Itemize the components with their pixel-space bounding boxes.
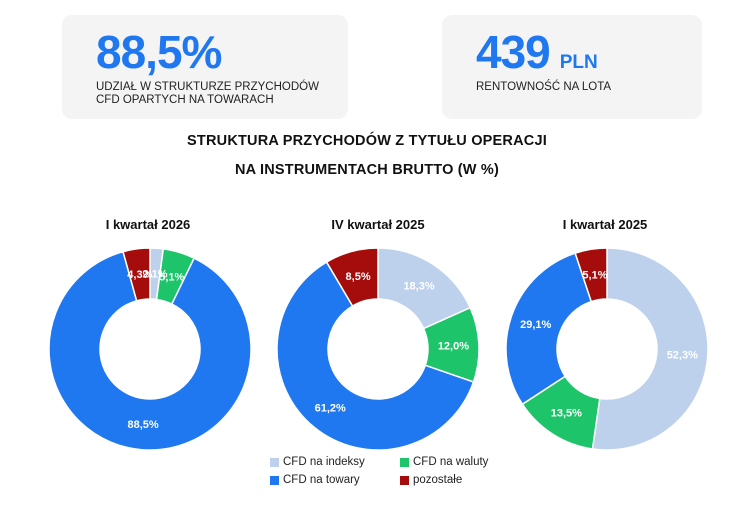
donut-label-other: 4,3%	[127, 269, 152, 281]
legend-item-commodities: CFD na towary	[270, 474, 360, 486]
kpi-profit-value-wrap: 439 PLN	[476, 25, 598, 90]
chart-title-line1: STRUKTURA PRZYCHODÓW Z TYTUŁU OPERACJI	[187, 133, 547, 149]
donut-chart-q4-2025: 18,3% 12,0% 61,2% 8,5%	[276, 247, 480, 451]
kpi-profit-unit: PLN	[559, 52, 598, 73]
legend-swatch-commodities	[270, 475, 279, 485]
donut-label-fx: 12,0%	[438, 341, 469, 353]
kpi-profit-value: 439	[476, 26, 551, 78]
donut-slice-commodities	[505, 252, 593, 406]
legend-item-other: pozostałe	[400, 474, 462, 486]
legend-item-fx: CFD na waluty	[400, 456, 488, 468]
donut-label-indices: 18,3%	[403, 281, 434, 293]
donut-slice-indices	[591, 247, 709, 451]
donut-chart-q1-2025: 52,3% 13,5% 29,1% 5,1%	[505, 247, 709, 451]
donut-label-indices: 52,3%	[667, 349, 698, 361]
donut-slice-other	[325, 247, 379, 307]
donut-label-other: 5,1%	[582, 269, 607, 281]
legend-swatch-fx	[400, 457, 409, 467]
donut-label-fx: 5,1%	[159, 272, 184, 284]
kpi-share-caption: UDZIAŁ W STRUKTURZE PRZYCHODÓW CFD OPART…	[96, 81, 319, 107]
legend-label-fx: CFD na waluty	[413, 456, 489, 468]
donut-title-q4-2025: IV kwartał 2025	[331, 217, 425, 232]
donut-label-commodities: 29,1%	[520, 319, 551, 331]
kpi-card-profit: 439 PLN RENTOWNOŚĆ NA LOTA	[442, 15, 702, 119]
donut-slice-other	[122, 247, 151, 302]
donut-chart-q1-2026: 2,1%5,1% 88,5% 4,3%	[48, 247, 252, 451]
donut-label-indices: 2,1%	[142, 269, 167, 281]
donut-title-q1-2025: I kwartał 2025	[562, 217, 648, 232]
legend-label-indices: CFD na indeksy	[283, 456, 365, 468]
kpi-card-share: 88,5% UDZIAŁ W STRUKTURZE PRZYCHODÓW CFD…	[62, 15, 348, 119]
donut-label-commodities: 61,2%	[315, 402, 346, 414]
kpi-share-caption-line1: UDZIAŁ W STRUKTURZE PRZYCHODÓW	[96, 81, 319, 93]
kpi-profit-caption: RENTOWNOŚĆ NA LOTA	[476, 81, 612, 93]
donut-slice-commodities	[276, 261, 475, 451]
donut-slice-commodities	[48, 250, 252, 451]
legend-label-commodities: CFD na towary	[283, 474, 360, 486]
kpi-share-value: 88,5%	[96, 26, 222, 78]
donut-label-other: 8,5%	[346, 271, 371, 283]
donut-title-q1-2026: I kwartał 2026	[105, 217, 191, 232]
donut-label-commodities: 88,5%	[128, 419, 159, 431]
legend-label-other: pozostałe	[413, 474, 463, 486]
kpi-share-caption-line2: CFD OPARTYCH NA TOWARACH	[96, 94, 274, 106]
chart-title-line2: NA INSTRUMENTACH BRUTTO (W %)	[234, 162, 500, 178]
legend-item-indices: CFD na indeksy	[270, 456, 365, 468]
donut-label-fx: 13,5%	[551, 408, 582, 420]
legend-swatch-indices	[270, 457, 279, 467]
donut-slice-other	[574, 247, 608, 303]
legend-swatch-other	[400, 475, 409, 485]
